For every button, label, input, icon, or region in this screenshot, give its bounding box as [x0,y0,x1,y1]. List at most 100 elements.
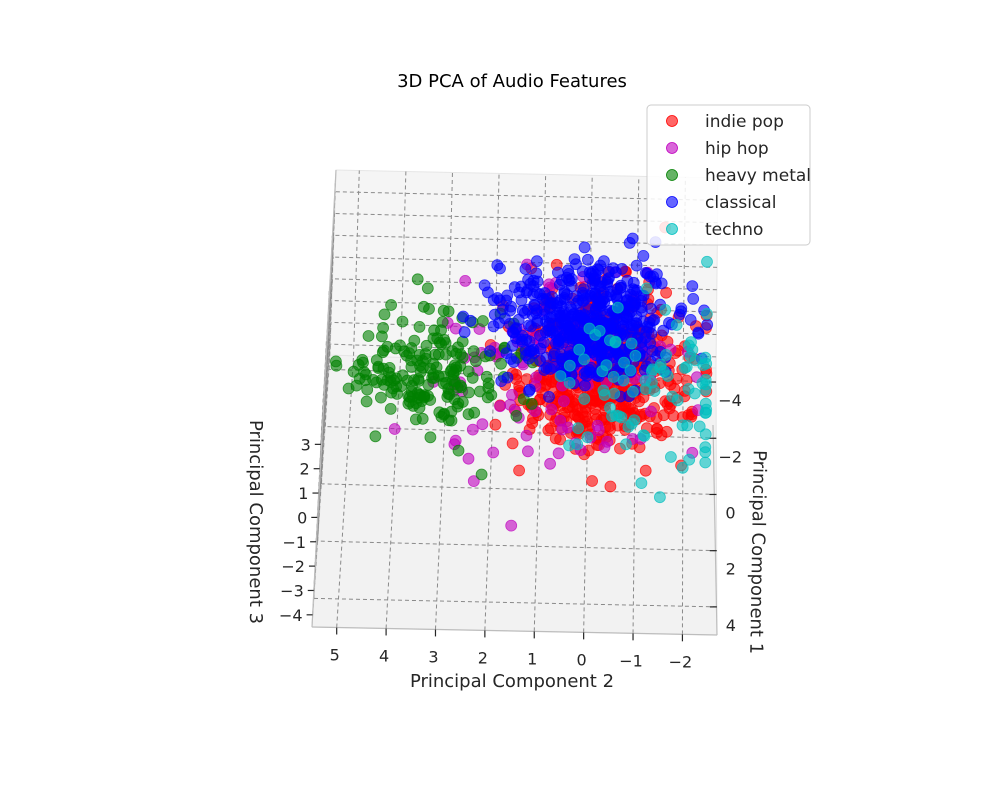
grid-line-floor-x [317,540,717,552]
data-point [377,344,390,357]
x-tick-label: 0 [725,503,735,522]
data-point [542,319,555,332]
data-point [369,430,382,443]
data-point [383,361,396,374]
legend-label: hip hop [705,139,769,159]
data-point [700,357,713,370]
x-tick-label: 4 [726,616,736,635]
data-point [676,461,689,474]
scatter-points [329,221,714,532]
data-point [592,424,605,437]
data-point [651,422,663,435]
data-point [476,315,489,327]
data-point [555,300,568,313]
data-point [563,359,576,372]
data-point [488,308,501,321]
data-point [565,303,578,316]
data-point [598,295,611,308]
data-point [530,304,543,317]
data-point [659,303,672,316]
data-point [558,395,570,408]
data-point [377,321,390,334]
data-point [506,388,518,401]
y-tick-label: 3 [428,647,438,666]
grid-line-back-y [353,170,360,356]
data-point [596,365,609,378]
data-point [605,322,618,335]
data-point [593,324,606,337]
data-point [554,370,567,383]
data-point [681,419,694,432]
data-point [700,406,712,419]
z-axis-label: Principal Component 3 [245,420,266,624]
data-point [462,386,475,399]
data-point [701,255,713,268]
y-tick-label: 1 [527,649,537,668]
data-point [576,332,589,345]
data-point [378,378,391,391]
data-point [538,336,550,349]
data-point [598,389,611,401]
z-axis-line [311,169,337,628]
data-point [522,319,535,332]
data-point [494,400,506,413]
data-point [670,318,683,331]
data-point [480,370,493,383]
y-tick-label: −2 [669,652,693,671]
data-point [542,424,555,437]
data-point [687,292,700,305]
data-point [534,354,546,367]
data-point [645,405,657,418]
data-point [578,353,590,366]
chart-title: 3D PCA of Audio Features [397,71,627,92]
data-point [688,387,701,400]
data-point [412,373,425,385]
data-point [495,357,507,370]
data-point [531,255,543,268]
data-point [545,403,558,416]
data-point [549,432,562,445]
data-point [522,445,534,458]
data-point [657,324,670,337]
data-point [451,381,464,394]
data-point [424,431,437,444]
data-point [661,370,674,382]
data-point [611,301,624,314]
data-point [487,446,500,459]
data-point [519,263,532,275]
data-point [374,391,387,404]
data-point [683,453,696,466]
data-point [440,376,452,389]
grid-line-floor-y [533,362,543,632]
data-point [385,299,398,311]
data-point [618,356,630,369]
data-point [626,232,639,245]
data-point [421,282,434,295]
data-point [641,320,653,333]
data-point [362,330,375,342]
data-point [494,262,506,275]
legend-marker [666,169,678,181]
legend-marker [666,223,678,235]
data-point [570,258,582,271]
grid-line-floor-y [385,357,402,629]
data-point [566,400,579,413]
data-point [701,318,714,331]
data-point [458,326,471,339]
data-point [675,305,687,318]
data-point [523,383,536,396]
legend-label: heavy metal [705,166,811,186]
data-point [552,447,565,460]
data-point [654,491,666,504]
data-point [347,365,360,378]
series-classical [457,232,714,403]
data-point [450,361,463,374]
data-point [590,309,603,322]
data-point [525,345,538,357]
data-point [660,425,673,438]
data-point [654,358,667,371]
data-point [603,420,616,432]
data-point [459,274,472,287]
data-point [400,349,413,362]
